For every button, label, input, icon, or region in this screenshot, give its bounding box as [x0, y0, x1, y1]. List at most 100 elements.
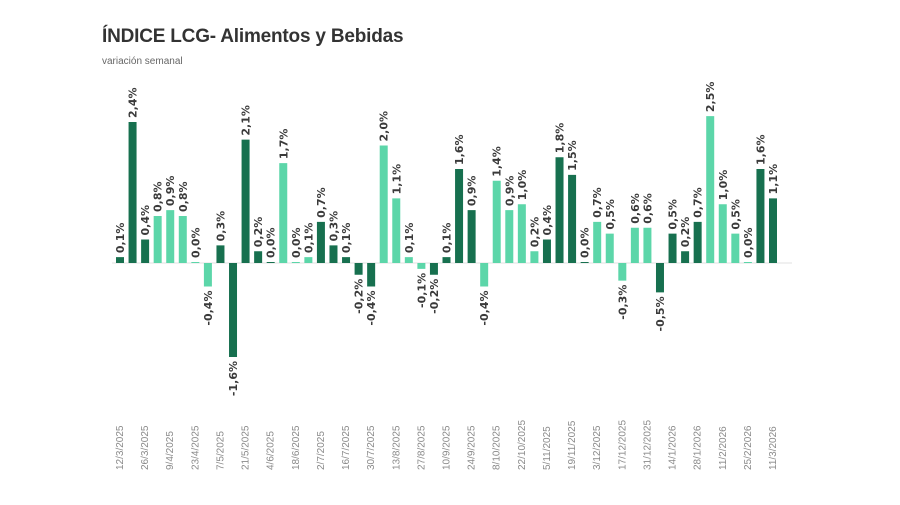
x-tick-label: 5/11/2025: [542, 426, 553, 470]
data-label: 0,0%: [742, 227, 755, 258]
bar: [241, 139, 250, 263]
bar: [367, 263, 376, 287]
bar: [392, 198, 401, 263]
bar: [580, 262, 589, 263]
data-label: 0,3%: [214, 211, 227, 242]
data-label: 0,1%: [114, 223, 127, 254]
data-label: 0,5%: [604, 199, 617, 230]
data-label: 0,1%: [403, 223, 416, 254]
data-label: 2,4%: [127, 87, 140, 118]
bar: [568, 174, 577, 263]
bar: [254, 251, 263, 263]
data-label: 0,7%: [692, 187, 705, 218]
x-tick-label: 27/8/2025: [416, 425, 427, 470]
x-tick-label: 9/4/2025: [165, 431, 176, 470]
bar: [605, 233, 614, 263]
x-tick-label: 3/12/2025: [592, 425, 603, 470]
data-label: -0,4%: [202, 291, 215, 326]
bar: [279, 163, 288, 263]
data-label: 0,7%: [315, 187, 328, 218]
data-label: 0,4%: [541, 205, 554, 236]
data-label: -0,3%: [616, 285, 629, 320]
x-tick-label: 26/3/2025: [140, 425, 151, 470]
bar: [655, 263, 664, 293]
x-tick-label: 2/7/2025: [316, 431, 327, 470]
bar: [756, 169, 765, 263]
x-tick-label: 17/12/2025: [617, 420, 628, 470]
x-tick-label: 22/10/2025: [517, 420, 528, 470]
data-label: 0,5%: [729, 199, 742, 230]
bar: [429, 263, 438, 275]
bar: [417, 263, 426, 269]
chart-subtitle: variación semanal: [102, 56, 183, 67]
data-label: 1,1%: [390, 164, 403, 195]
chart-title: ÍNDICE LCG- Alimentos y Bebidas: [102, 26, 404, 47]
bar: [593, 221, 602, 263]
bar: [630, 227, 639, 263]
data-label: 1,8%: [554, 123, 567, 154]
x-tick-label: 25/2/2026: [743, 425, 754, 470]
bar: [693, 221, 702, 263]
data-label: 0,8%: [152, 181, 165, 212]
data-label: 0,2%: [528, 217, 541, 248]
data-label: 0,9%: [164, 176, 177, 207]
bar: [555, 157, 564, 263]
data-label: -0,4%: [365, 291, 378, 326]
data-label: 1,4%: [491, 146, 504, 177]
bar: [681, 251, 690, 263]
x-tick-label: 30/7/2025: [366, 425, 377, 470]
data-label: 0,2%: [252, 217, 265, 248]
x-tick-label: 14/1/2026: [668, 425, 679, 470]
data-label: -1,6%: [227, 361, 240, 396]
bar: [467, 210, 476, 263]
x-tick-label: 21/5/2025: [241, 425, 252, 470]
x-tick-label: 18/6/2025: [291, 425, 302, 470]
bar: [316, 221, 325, 263]
data-label: 2,1%: [240, 105, 253, 136]
bar: [718, 204, 727, 263]
data-label: -0,2%: [353, 279, 366, 314]
data-label: -0,4%: [478, 291, 491, 326]
bar: [191, 262, 200, 263]
data-label: -0,2%: [428, 279, 441, 314]
bar: [116, 257, 124, 263]
data-label: 2,5%: [704, 82, 717, 113]
data-label: 0,1%: [302, 223, 315, 254]
data-label: 0,9%: [466, 176, 479, 207]
data-label: 1,0%: [516, 170, 529, 201]
data-label: 1,6%: [453, 134, 466, 165]
bar: [505, 210, 514, 263]
x-tick-label: 8/10/2025: [492, 425, 503, 470]
bar: [530, 251, 539, 263]
data-label: 0,7%: [591, 187, 604, 218]
data-label: 0,0%: [265, 227, 278, 258]
bar: [342, 257, 351, 263]
x-tick-label: 31/12/2025: [642, 420, 653, 470]
bar: [668, 233, 677, 263]
bar: [731, 233, 740, 263]
data-label: 1,6%: [754, 134, 767, 165]
data-label: 0,6%: [641, 193, 654, 224]
data-label: 1,5%: [566, 140, 579, 171]
bar: [304, 257, 313, 263]
data-label: 0,2%: [679, 217, 692, 248]
x-tick-label: 16/7/2025: [341, 425, 352, 470]
bar: [706, 116, 715, 263]
bar: [291, 262, 300, 263]
data-label: 0,9%: [503, 176, 516, 207]
bar: [229, 263, 238, 357]
data-label: 1,1%: [767, 164, 780, 195]
bar: [166, 210, 175, 263]
bar: [517, 204, 526, 263]
bar: [769, 198, 777, 263]
data-label: 0,0%: [579, 227, 592, 258]
x-tick-label: 11/3/2026: [768, 426, 779, 470]
data-label: 0,0%: [189, 227, 202, 258]
bar: [216, 245, 225, 263]
x-tick-label: 7/5/2025: [215, 431, 226, 470]
bar: [128, 122, 137, 263]
x-tick-label: 13/8/2025: [391, 425, 402, 470]
data-label: 0,5%: [667, 199, 680, 230]
data-label: -0,1%: [415, 273, 428, 308]
